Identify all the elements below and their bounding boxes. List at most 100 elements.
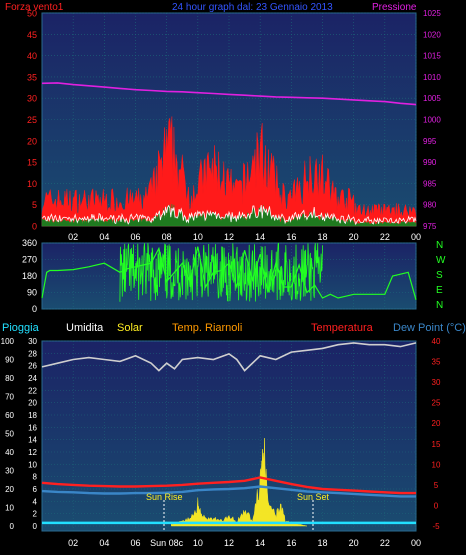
wind-x-tick-label: 14 [255,232,265,242]
temp-x-tick-label: 14 [255,538,265,548]
wind-tick-label: 5 [32,200,37,210]
pressure-tick-label: 1000 [423,116,441,125]
pressure-title: Pressione [372,2,417,13]
temp-tick-label: -5 [432,522,440,531]
solar-area [171,438,307,527]
temp-tick-label: 5 [434,481,439,490]
direction-line [41,246,417,300]
direction-oscillation [119,242,323,302]
humidity-tick-label: 0 [10,522,15,531]
rain-tick-label: 24 [28,374,37,383]
direction-tick-label: 90 [27,288,37,298]
wind-x-tick-label: 20 [349,232,359,242]
temp-x-tick-label: 20 [349,538,359,548]
temp-x-tick-label: 02 [68,538,78,548]
compass-label: S [436,270,443,281]
wind-title: Forza vento1 [5,2,64,13]
humidity-tick-label: 30 [5,467,14,476]
pressure-tick-label: 980 [423,201,437,210]
wind-x-tick-label: 04 [99,232,109,242]
humidity-tick-label: 90 [5,356,14,365]
dewpoint-line [41,485,416,498]
wind-tick-label: 10 [27,179,37,189]
humidity-tick-label: 20 [5,485,14,494]
humidity-label: Umidita [66,322,104,334]
temp-x-tick-label: 12 [224,538,234,548]
humidity-tick-label: 50 [5,430,14,439]
pressure-line [41,82,417,106]
temperature-line [41,476,416,495]
wind-tick-label: 20 [27,136,37,146]
compass-label: W [436,255,446,266]
humidity-tick-label: 60 [5,411,14,420]
pressure-tick-label: 1025 [423,9,441,18]
direction-tick-label: 270 [22,255,37,265]
temp-x-tick-label: 10 [193,538,203,548]
rain-tick-label: 0 [33,522,38,531]
wind-average-area [41,203,417,227]
sunset-label: Sun Set [297,492,330,502]
temp-tick-label: 25 [432,399,441,408]
compass-label: N [436,300,443,311]
pressure-tick-label: 995 [423,137,437,146]
temp-riarnoli-label: Temp. Riarnoli [172,322,242,334]
humidity-tick-label: 40 [5,448,14,457]
temp-x-tick-label: 16 [286,538,296,548]
temp-tick-label: 20 [432,419,441,428]
temp-tick-label: 0 [434,501,439,510]
rain-tick-label: 14 [28,436,37,445]
rain-tick-label: 18 [28,411,37,420]
temp-tick-label: 30 [432,378,441,387]
rain-tick-label: 2 [33,510,38,519]
temp-panel [41,340,417,532]
compass-label: N [436,240,443,251]
wind-tick-label: 35 [27,72,37,82]
humidity-line [41,342,417,372]
sunrise-label: Sun Rise [146,492,183,502]
temp-tick-label: 10 [432,460,441,469]
humidity-tick-label: 80 [5,374,14,383]
wind-series [41,82,417,227]
solar-label: Solar [117,322,143,334]
temp-x-tick-label: 06 [130,538,140,548]
wind-speed-line [41,204,417,226]
wind-x-tick-label: 16 [286,232,296,242]
wind-x-tick-label: 10 [193,232,203,242]
pressure-tick-label: 1010 [423,73,441,82]
direction-tick-label: 360 [22,238,37,248]
humidity-tick-label: 100 [1,337,15,346]
temp-tick-label: 40 [432,337,441,346]
rain-tick-label: 22 [28,386,37,395]
rain-label: Pioggia [2,322,40,334]
temp-x-tick-label: 22 [380,538,390,548]
wind-x-tick-label: 18 [317,232,327,242]
pressure-tick-label: 975 [423,222,437,231]
direction-series [41,242,417,302]
wind-tick-label: 0 [32,222,37,232]
pressure-tick-label: 1005 [423,94,441,103]
wind-x-tick-label: 08 [162,232,172,242]
wind-tick-label: 25 [27,115,37,125]
wind-x-tick-label: 22 [380,232,390,242]
compass-label: E [436,285,443,296]
temp-rain-series [41,342,417,527]
temp-x-tick-label: 04 [99,538,109,548]
pressure-tick-label: 1015 [423,52,441,61]
wind-x-tick-label: 02 [68,232,78,242]
graph-date-title: 24 hour graph dal: 23 Gennaio 2013 [172,2,333,13]
wind-panel-axes: 0510152025303540455097598098599099510001… [27,9,441,243]
pressure-tick-label: 985 [423,179,437,188]
wind-x-tick-label: 12 [224,232,234,242]
wind-gust-area [41,116,417,227]
humidity-tick-label: 10 [5,504,14,513]
temperature-label: Temperatura [311,322,374,334]
wind-tick-label: 45 [27,30,37,40]
direction-tick-label: 180 [22,271,37,281]
wind-x-tick-label: 06 [130,232,140,242]
wind-tick-label: 50 [27,9,37,19]
rain-tick-label: 8 [33,473,38,482]
dewpoint-label: Dew Point (°C) [393,322,466,334]
temp-x-tick-label: Sun 08c [150,538,184,548]
